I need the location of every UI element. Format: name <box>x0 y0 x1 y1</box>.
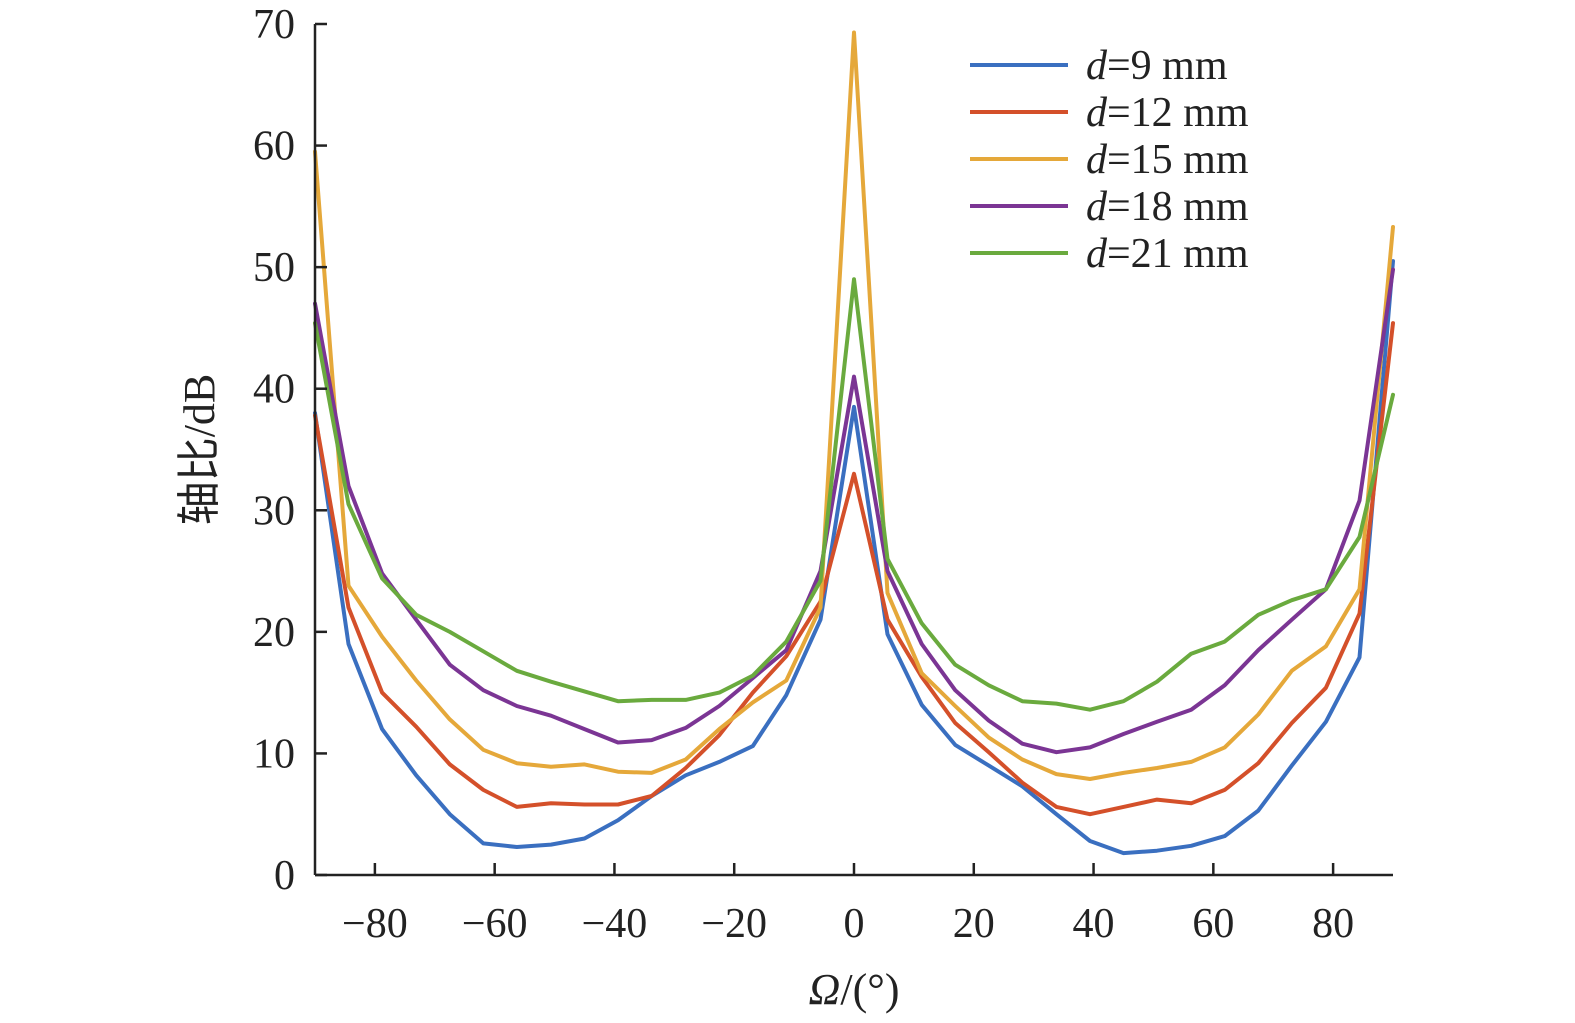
legend-label-suffix: =21 mm <box>1107 231 1249 277</box>
x-tick-label: −40 <box>582 901 648 947</box>
series-line-2 <box>313 30 1395 781</box>
x-tick-label: −20 <box>701 901 767 947</box>
y-tick-label: 40 <box>253 367 295 413</box>
legend-label-prefix: d <box>1086 137 1108 183</box>
series-line-4 <box>313 277 1395 712</box>
x-tick-label: 0 <box>844 901 865 947</box>
legend-label: d=12 mm <box>1086 90 1249 136</box>
y-tick-label: 20 <box>253 610 295 656</box>
legend-label-prefix: d <box>1086 90 1108 136</box>
y-tick-label: 10 <box>253 731 295 777</box>
x-tick-label: −60 <box>462 901 528 947</box>
x-tick-label: 60 <box>1192 901 1234 947</box>
y-tick-label: 60 <box>253 124 295 170</box>
y-ticks: 0 10 20 30 40 50 60 70 <box>253 2 327 899</box>
series-lines <box>313 30 1395 856</box>
legend-label-suffix: =15 mm <box>1107 137 1249 183</box>
series-line-0 <box>313 259 1395 856</box>
x-tick-label: 40 <box>1073 901 1115 947</box>
x-tick-label: 80 <box>1312 901 1354 947</box>
legend-label-suffix: =9 mm <box>1107 43 1228 89</box>
legend-label-prefix: d <box>1086 184 1108 230</box>
legend-label: d=15 mm <box>1086 137 1249 183</box>
legend-label-prefix: d <box>1086 43 1108 89</box>
series-line-1 <box>313 321 1395 817</box>
x-tick-label: 20 <box>953 901 995 947</box>
x-tick-label: −80 <box>342 901 408 947</box>
y-tick-label: 70 <box>253 2 295 48</box>
legend-label-prefix: d <box>1086 231 1108 277</box>
x-ticks: −80 −60 −40 −20 0 20 40 60 80 <box>342 863 1354 947</box>
legend-label: d=9 mm <box>1086 43 1228 89</box>
y-tick-label: 30 <box>253 488 295 534</box>
legend-label-suffix: =12 mm <box>1107 90 1249 136</box>
legend: d=9 mmd=12 mmd=15 mmd=18 mmd=21 mm <box>970 43 1249 277</box>
legend-label-suffix: =18 mm <box>1107 184 1249 230</box>
y-axis-title: 轴比/dB <box>175 374 224 526</box>
x-axis-title: Ω/(°) <box>809 965 900 1014</box>
legend-label: d=18 mm <box>1086 184 1249 230</box>
y-tick-label: 50 <box>253 245 295 291</box>
y-tick-label: 0 <box>274 853 295 899</box>
x-axis-symbol: Ω <box>809 965 841 1014</box>
legend-label: d=21 mm <box>1086 231 1249 277</box>
x-axis-unit: /(°) <box>840 965 899 1014</box>
series-line-3 <box>313 267 1395 755</box>
